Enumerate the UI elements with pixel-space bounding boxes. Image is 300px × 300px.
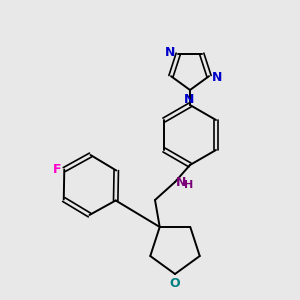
Text: N: N: [165, 46, 175, 59]
Text: N: N: [176, 176, 186, 188]
Text: H: H: [184, 180, 193, 190]
Text: O: O: [170, 277, 180, 290]
Text: F: F: [53, 163, 61, 176]
Text: N: N: [212, 71, 222, 84]
Text: N: N: [184, 93, 194, 106]
